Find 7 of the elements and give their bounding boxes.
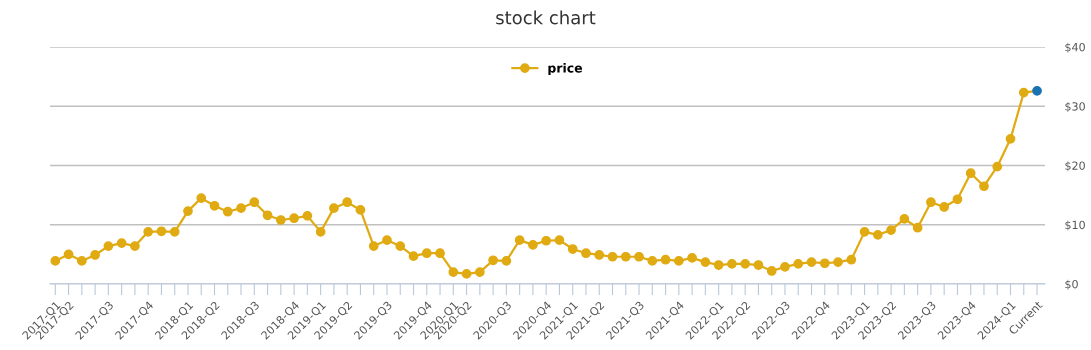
y-tick-label: $40: [1065, 42, 1085, 53]
y-tick-label: $20: [1065, 161, 1085, 172]
y-tick-label: $0: [1065, 279, 1078, 290]
legend-label: price: [548, 62, 583, 76]
y-tick-label: $10: [1065, 220, 1085, 231]
y-tick-label: $30: [1065, 102, 1085, 113]
chart-title: stock chart: [496, 10, 596, 25]
